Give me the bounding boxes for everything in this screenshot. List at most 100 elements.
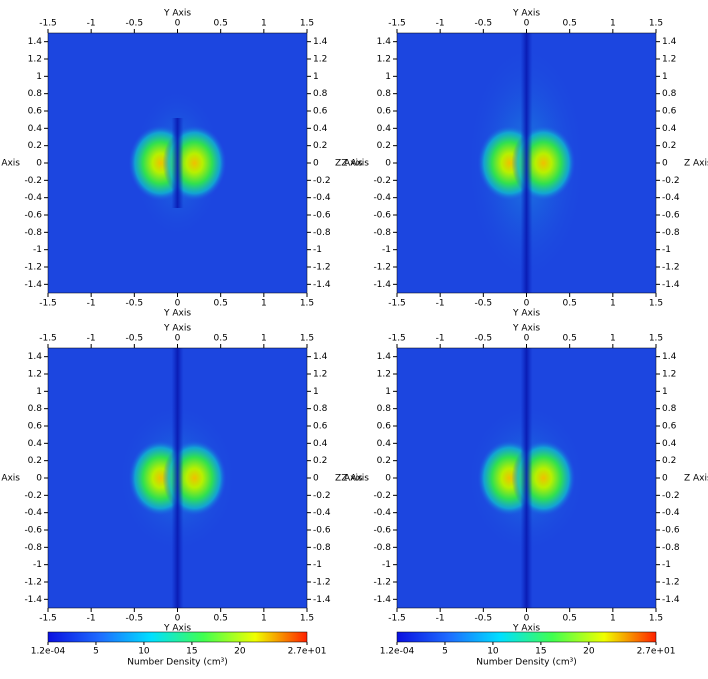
jet-stripe <box>171 118 184 208</box>
colorbar-label: Number Density (cm³) <box>127 658 227 668</box>
y-tick-label: 0.4 <box>313 439 328 449</box>
y-axis-label: Z Axis <box>335 474 363 484</box>
y-tick-label: -0.2 <box>373 176 391 186</box>
y-tick-label: 1.4 <box>313 37 328 47</box>
y-tick-label: -0.6 <box>662 526 680 536</box>
y-tick-label: 0.2 <box>313 456 327 466</box>
heatmap <box>48 33 307 293</box>
y-tick-label: 0.6 <box>313 107 328 117</box>
x-tick-label: 1.5 <box>300 334 314 344</box>
y-tick-label: -0.2 <box>313 176 331 186</box>
x-axis-label: Y Axis <box>163 324 191 334</box>
y-tick-label: 0.8 <box>313 404 328 414</box>
y-tick-label: -1.2 <box>313 578 331 588</box>
y-tick-label: -0.2 <box>313 491 331 501</box>
y-tick-label: -1 <box>313 245 322 255</box>
y-tick-label: -0.8 <box>373 228 391 238</box>
y-tick-label: 0.8 <box>377 89 392 99</box>
x-tick-label: 0 <box>175 614 181 624</box>
y-tick-label: -0.4 <box>662 508 680 518</box>
y-tick-label: 1 <box>36 72 42 82</box>
x-axis-label: Y Axis <box>163 309 191 319</box>
y-tick-label: 1.2 <box>662 55 676 65</box>
x-tick-label: -1.5 <box>39 614 57 624</box>
heatmap <box>48 348 307 608</box>
x-tick-label: -1 <box>436 19 445 29</box>
x-tick-label: 0.5 <box>563 614 577 624</box>
x-tick-label: 1 <box>261 299 267 309</box>
y-axis-label: Z Axis <box>0 474 20 484</box>
y-tick-label: -1.2 <box>662 578 680 588</box>
x-tick-label: 0 <box>524 614 530 624</box>
y-tick-label: -1.4 <box>313 280 331 290</box>
y-tick-label: 0.8 <box>313 89 328 99</box>
y-tick-label: 0.2 <box>28 456 42 466</box>
y-tick-label: 0.6 <box>662 107 677 117</box>
x-tick-label: -1 <box>436 614 445 624</box>
y-tick-label: 0.2 <box>662 456 676 466</box>
x-tick-label: 0 <box>175 334 181 344</box>
y-tick-label: 1.4 <box>377 352 392 362</box>
y-tick-label: 0 <box>313 474 319 484</box>
y-tick-label: -0.6 <box>313 526 331 536</box>
y-tick-label: 1 <box>313 387 319 397</box>
colorbar-tick-label: 15 <box>186 647 197 657</box>
y-tick-label: 0.2 <box>313 141 327 151</box>
colorbar <box>47 631 308 643</box>
y-tick-label: 0.6 <box>377 107 392 117</box>
x-tick-label: -1 <box>87 19 96 29</box>
x-tick-label: 1 <box>261 334 267 344</box>
x-tick-label: -1.5 <box>39 19 57 29</box>
y-tick-label: 1.4 <box>377 37 392 47</box>
y-tick-label: 1.4 <box>662 37 677 47</box>
x-tick-label: 1.5 <box>649 614 663 624</box>
x-tick-label: 1 <box>610 334 616 344</box>
y-tick-label: 1.4 <box>313 352 328 362</box>
y-tick-label: -0.6 <box>24 211 42 221</box>
y-tick-label: -1 <box>382 560 391 570</box>
y-tick-label: -0.8 <box>24 543 42 553</box>
x-tick-label: -0.5 <box>475 19 493 29</box>
x-tick-label: -1.5 <box>388 614 406 624</box>
x-tick-label: 0.5 <box>563 299 577 309</box>
y-tick-label: 0.6 <box>28 422 43 432</box>
y-tick-label: -0.2 <box>373 491 391 501</box>
y-tick-label: -0.2 <box>24 176 42 186</box>
y-axis-label: Z Axis <box>684 474 708 484</box>
x-tick-label: -1 <box>87 334 96 344</box>
y-tick-label: -1 <box>662 245 671 255</box>
colorbar-tick-label: 1.2e-04 <box>380 647 415 657</box>
x-tick-label: -1.5 <box>388 299 406 309</box>
y-tick-label: 0.6 <box>28 107 43 117</box>
heatmap <box>397 33 656 293</box>
x-tick-label: -1 <box>436 334 445 344</box>
x-tick-label: 0.5 <box>563 334 577 344</box>
y-tick-label: 0.2 <box>377 141 391 151</box>
y-tick-label: 0 <box>662 474 668 484</box>
y-tick-label: -1.2 <box>24 263 42 273</box>
y-tick-label: 1.4 <box>662 352 677 362</box>
x-tick-label: -1.5 <box>388 334 406 344</box>
y-tick-label: 1 <box>662 387 668 397</box>
y-tick-label: 1.2 <box>377 55 391 65</box>
colorbar-tick-label: 20 <box>583 647 595 657</box>
x-tick-label: -0.5 <box>126 334 144 344</box>
y-tick-label: 0 <box>36 474 42 484</box>
y-axis-label: Z Axis <box>341 159 369 169</box>
y-tick-label: -0.8 <box>313 543 331 553</box>
colorbar-tick-label: 10 <box>138 647 150 657</box>
y-tick-label: 0.2 <box>28 141 42 151</box>
heatmap <box>397 348 656 608</box>
y-tick-label: -1.4 <box>373 280 391 290</box>
y-tick-label: 0 <box>385 159 391 169</box>
y-tick-label: 1.2 <box>662 370 676 380</box>
y-tick-label: 0 <box>313 159 319 169</box>
x-tick-label: 1.5 <box>300 19 314 29</box>
y-tick-label: 1.2 <box>28 55 42 65</box>
x-tick-label: 0.5 <box>214 299 228 309</box>
y-tick-label: -1.2 <box>313 263 331 273</box>
y-tick-label: -0.6 <box>373 211 391 221</box>
y-tick-label: -1.4 <box>662 280 680 290</box>
y-tick-label: 0.6 <box>313 422 328 432</box>
